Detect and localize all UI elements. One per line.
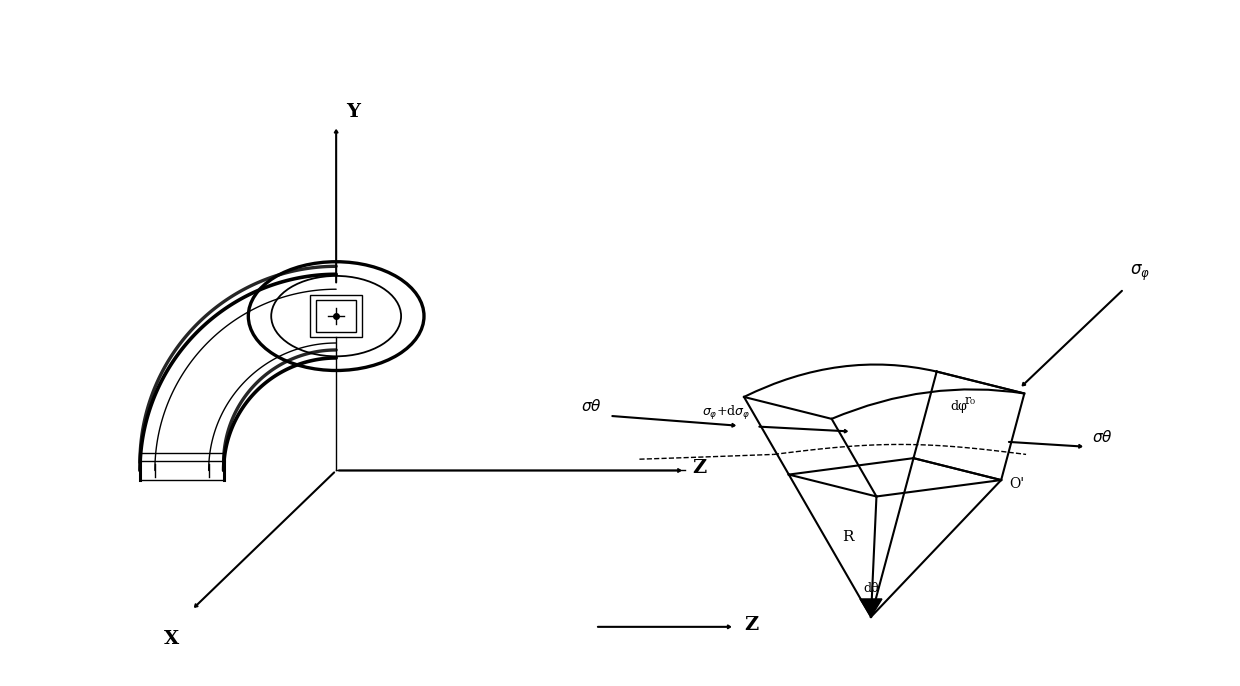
Text: Z: Z [744,616,759,634]
Text: X: X [164,630,180,648]
Text: $\sigma\theta$: $\sigma\theta$ [580,398,601,414]
Text: Y: Y [346,103,360,121]
Bar [310,295,362,337]
Polygon shape [861,599,882,617]
Text: $\sigma_\varphi$: $\sigma_\varphi$ [1130,263,1149,283]
Text: $\sigma_\varphi$+d$\sigma_\varphi$: $\sigma_\varphi$+d$\sigma_\varphi$ [702,403,750,421]
Text: r₀: r₀ [965,394,976,407]
Text: Z: Z [693,460,707,477]
Text: R: R [842,530,853,544]
Text: O': O' [1009,477,1024,491]
Bar [316,300,356,332]
Text: dφ: dφ [950,400,967,413]
Text: dθ: dθ [863,582,879,595]
Text: $\sigma\theta$: $\sigma\theta$ [1091,429,1112,445]
